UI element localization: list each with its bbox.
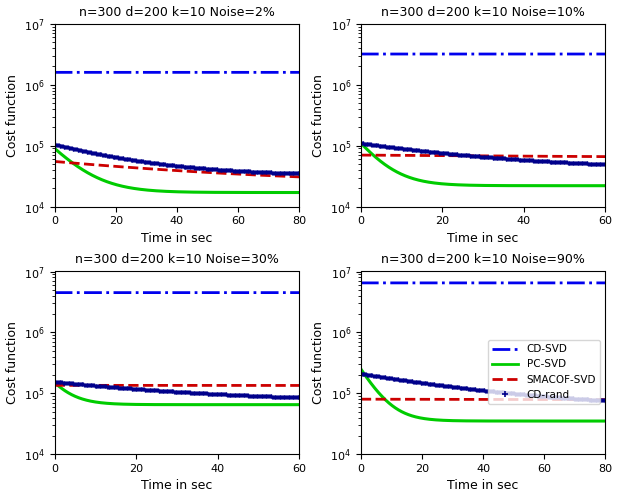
Title: n=300 d=200 k=10 Noise=2%: n=300 d=200 k=10 Noise=2%	[79, 5, 275, 18]
Y-axis label: Cost function: Cost function	[6, 321, 19, 404]
X-axis label: Time in sec: Time in sec	[447, 480, 519, 493]
Title: n=300 d=200 k=10 Noise=10%: n=300 d=200 k=10 Noise=10%	[381, 5, 585, 18]
Title: n=300 d=200 k=10 Noise=30%: n=300 d=200 k=10 Noise=30%	[75, 253, 279, 266]
Title: n=300 d=200 k=10 Noise=90%: n=300 d=200 k=10 Noise=90%	[381, 253, 585, 266]
Legend: CD-SVD, PC-SVD, SMACOF-SVD, CD-rand: CD-SVD, PC-SVD, SMACOF-SVD, CD-rand	[488, 340, 600, 404]
Y-axis label: Cost function: Cost function	[311, 321, 325, 404]
X-axis label: Time in sec: Time in sec	[447, 232, 519, 245]
X-axis label: Time in sec: Time in sec	[142, 232, 213, 245]
X-axis label: Time in sec: Time in sec	[142, 480, 213, 493]
Y-axis label: Cost function: Cost function	[311, 74, 325, 157]
Y-axis label: Cost function: Cost function	[6, 74, 19, 157]
